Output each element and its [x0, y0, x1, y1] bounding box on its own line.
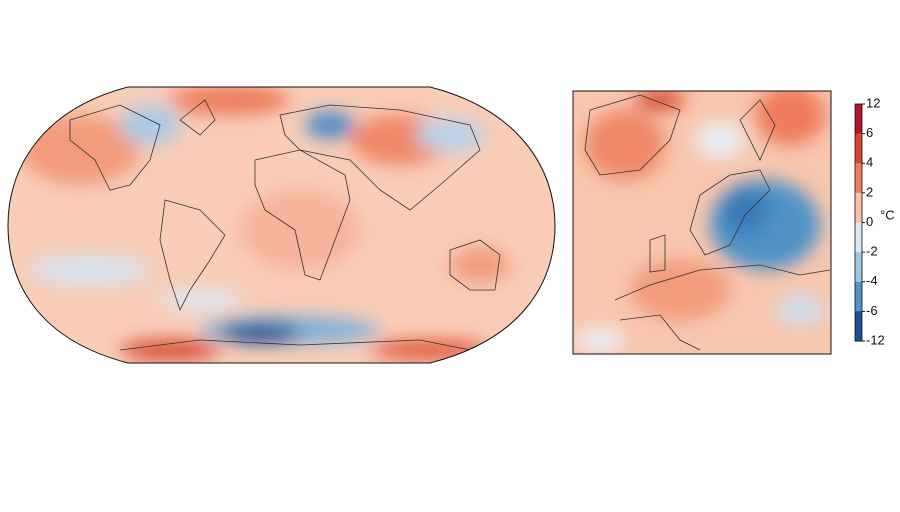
colorbar-segment [855, 163, 862, 194]
colorbar-tick-label: 4 [866, 155, 873, 170]
colorbar-segment [855, 252, 862, 283]
europe-map-frame [572, 90, 832, 355]
colorbar-segment [855, 192, 862, 223]
colorbar-segment [855, 311, 862, 342]
global-map-frame [7, 86, 556, 364]
colorbar-tick-label: 12 [866, 95, 880, 110]
colorbar-tick-label: 6 [866, 125, 873, 140]
global-map [8, 87, 555, 363]
colorbar-segment [855, 281, 862, 312]
colorbar-segment [855, 133, 862, 164]
colorbar-segment [855, 104, 862, 135]
colorbar-segment [855, 222, 862, 253]
colorbar-tick-label: -12 [866, 332, 885, 347]
colorbar-tick-label: -4 [866, 273, 878, 288]
colorbar-tick-label: -2 [866, 244, 878, 259]
colorbar-tick-label: 0 [866, 214, 873, 229]
europe-map [573, 91, 831, 354]
colorbar-unit: °C [880, 207, 895, 222]
colorbar-tick-label: -6 [866, 303, 878, 318]
colorbar-tick-label: 2 [866, 184, 873, 199]
